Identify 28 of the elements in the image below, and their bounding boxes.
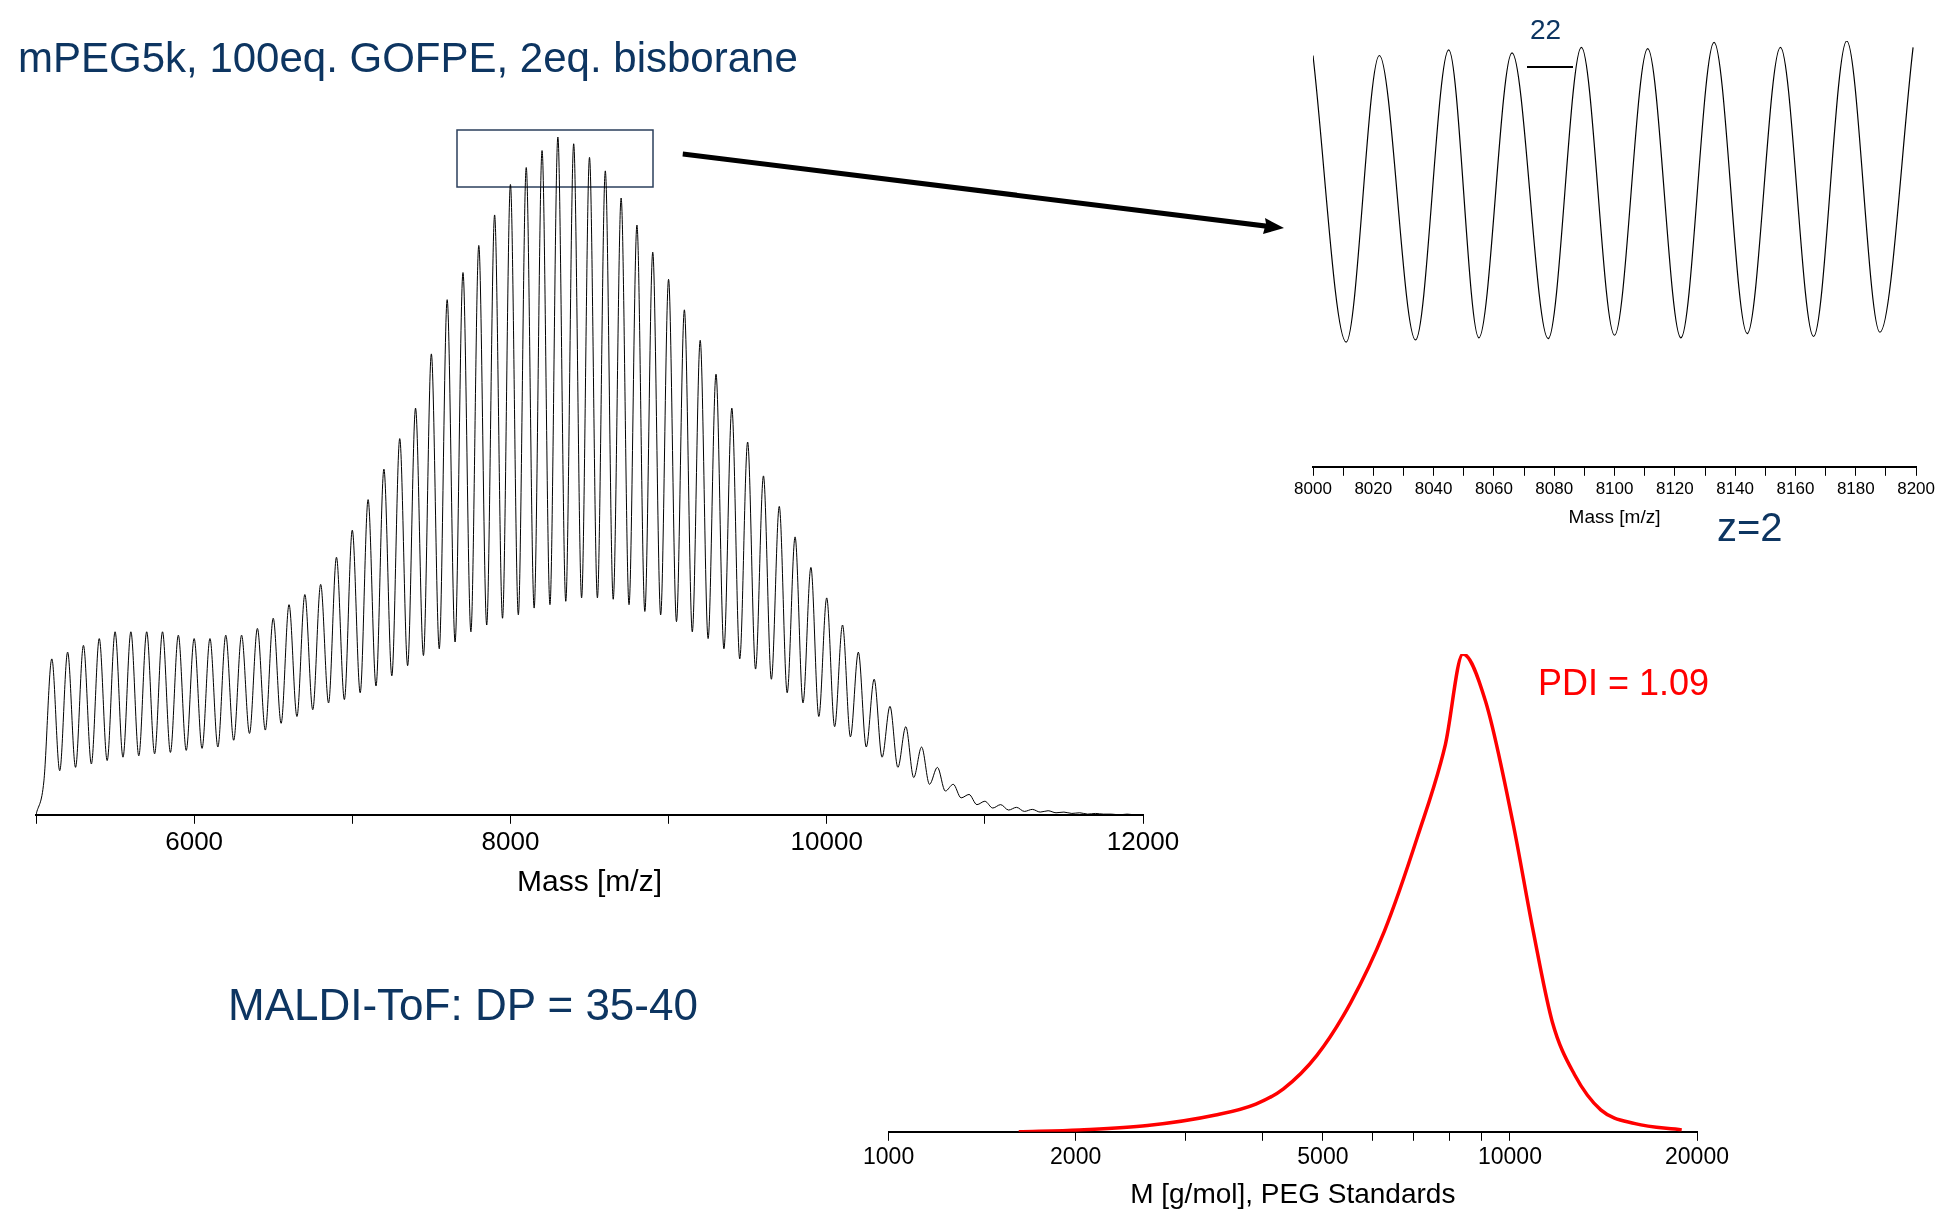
x-tick-label: 8120 [1655,478,1694,498]
x-tick-label: 8100 [1595,478,1634,498]
x-tick-label: 5000 [1297,1142,1349,1169]
x-tick-label: 8080 [1535,478,1574,498]
x-tick-label: 10000 [1477,1142,1542,1169]
x-tick-label: 8000 [1294,478,1332,498]
x-axis-title: Mass [m/z] [1568,505,1661,527]
x-axis-title: Mass [m/z] [516,864,663,898]
x-tick-label: 8200 [1897,478,1935,498]
x-tick-label: 8020 [1354,478,1393,498]
x-tick-label: 8040 [1414,478,1453,498]
annotation: 22 [1530,14,1562,46]
x-tick-label: 12000 [1106,825,1180,856]
text: z=2 [1717,505,1783,550]
x-tick-label: 8180 [1836,478,1875,498]
x-tick-label: 1000 [863,1142,915,1169]
text: MALDI-ToF: DP = 35-40 [228,980,698,1030]
x-axis-title: M [g/mol], PEG Standards [1130,1177,1456,1209]
x-tick-label: 8060 [1475,478,1513,498]
x-tick-label: 6000 [165,825,224,856]
x-tick-label: 2000 [1050,1142,1102,1169]
x-tick-label: 8000 [481,825,540,856]
x-tick-label: 20000 [1665,1142,1729,1169]
x-tick-label: 10000 [790,825,863,856]
x-tick-label: 8160 [1776,478,1815,498]
annotation: PDI = 1.09 [1538,662,1710,704]
x-tick-label: 8140 [1716,478,1755,498]
chart-title: mPEG5k, 100eq. GOFPE, 2eq. bisborane [18,34,798,82]
